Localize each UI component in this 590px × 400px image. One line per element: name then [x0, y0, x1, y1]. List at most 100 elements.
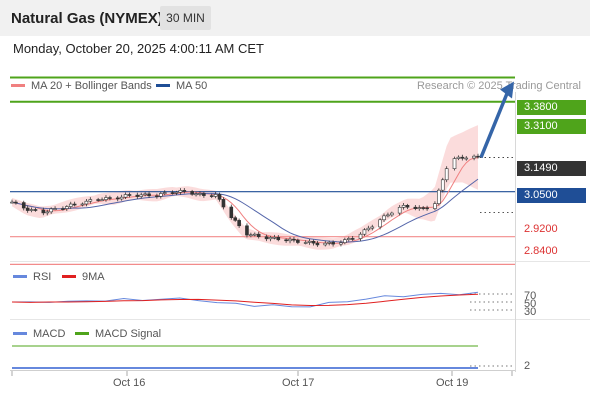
candle-body [307, 240, 312, 243]
candle-body [209, 195, 214, 197]
candle-body [284, 239, 288, 242]
candle-body [233, 217, 238, 221]
support-1-label: 2.9200 [524, 223, 558, 235]
candle-body [476, 155, 480, 158]
candle-body [229, 206, 234, 219]
candle-body [33, 209, 38, 211]
candle-body [80, 203, 85, 206]
candle-body [323, 242, 328, 246]
projection-arrow-head [500, 81, 514, 99]
copyright-notice: Research © 2025 Trading Central [416, 80, 581, 92]
candle-body [272, 236, 277, 239]
candle-body [390, 212, 394, 216]
candle-body [311, 240, 316, 244]
candle-body [194, 193, 198, 196]
rsi-tick-50: 50 [524, 298, 537, 310]
candle-body [382, 215, 386, 221]
macd-swatch [13, 331, 27, 335]
projection-arrow-shaft [479, 92, 509, 159]
candle-body [245, 225, 249, 236]
rsi-label: RSI [33, 271, 52, 283]
candle-body [460, 156, 465, 159]
timeframe-button[interactable]: 30 MIN [160, 6, 211, 30]
candle-body [249, 234, 253, 237]
ma50-line [11, 178, 479, 243]
candle-body [162, 192, 167, 194]
candle-body [397, 207, 402, 214]
candle-body [366, 227, 371, 231]
candle-body [417, 207, 422, 209]
pivot-tag: 3.0500 [517, 188, 586, 203]
macd-tick-2: 2 [524, 360, 531, 372]
candle-body [237, 220, 241, 227]
candle-body [10, 201, 14, 204]
rsi-ma-line [11, 293, 479, 307]
rsi-ma-swatch [62, 274, 76, 278]
candle-body [444, 168, 449, 181]
candle-body [61, 208, 65, 210]
candle-body [202, 193, 206, 196]
resistance-2-tag: 3.3800 [517, 100, 586, 115]
candle-body [155, 195, 159, 198]
candle-body [190, 191, 194, 195]
candle-body [292, 238, 296, 241]
candle-body [327, 242, 331, 244]
candle-body [268, 237, 273, 240]
candle-body [198, 193, 202, 195]
last-price-tag: 3.1490 [517, 161, 586, 176]
candle-body [21, 202, 26, 209]
candle-body [84, 200, 89, 205]
candle-body [100, 199, 104, 201]
candle-body [127, 194, 132, 196]
candle-body [96, 199, 100, 201]
candle-body [72, 203, 77, 206]
header-bar: Natural Gas (NYMEX) 30 MIN [0, 0, 590, 36]
ma50-swatch [156, 83, 170, 87]
rsi-tick-30: 30 [524, 306, 537, 318]
candle-body [159, 193, 163, 197]
candle-body [252, 233, 257, 236]
candle-body [170, 192, 175, 194]
candle-body [65, 206, 69, 209]
legend-rsi: RSI [13, 271, 51, 283]
bollinger-band-fill [12, 125, 478, 250]
candle-body [386, 214, 390, 217]
candle-body [472, 155, 476, 159]
candle-body [339, 242, 343, 245]
macd-signal-swatch [75, 331, 89, 335]
candle-body [256, 233, 261, 238]
candle-body [29, 209, 34, 211]
moving-averages-layer [11, 157, 515, 244]
candle-body [174, 192, 179, 194]
bollinger-band-layer [12, 125, 478, 250]
projection-arrow-layer [479, 81, 514, 159]
price-levels-layer [10, 76, 515, 265]
legend-rsi-ma: 9MA [62, 271, 105, 283]
candle-body [343, 239, 347, 243]
rsi-line [11, 291, 479, 308]
legend-macd-signal: MACD Signal [75, 328, 161, 340]
macd-layer [12, 345, 515, 369]
chart-datetime: Monday, October 20, 2025 4:00:11 AM CET [13, 41, 264, 56]
candle-body [440, 179, 445, 191]
candle-body [217, 194, 222, 200]
candle-body [276, 236, 281, 241]
candle-body [433, 203, 437, 209]
candle-body [182, 190, 187, 192]
candle-body [14, 201, 18, 204]
candle-body [41, 209, 46, 214]
candle-body [213, 194, 218, 197]
macd-label: MACD [33, 328, 66, 340]
candle-body [139, 194, 144, 197]
candle-body [362, 229, 367, 235]
candle-body [135, 194, 140, 197]
x-tick-oct16: Oct 16 [113, 377, 146, 389]
candle-body [143, 193, 147, 196]
candle-body [108, 197, 112, 199]
resistance-1-tag: 3.3100 [517, 119, 586, 134]
candle-body [25, 207, 30, 211]
candle-body [123, 194, 128, 198]
candle-body [296, 239, 300, 243]
